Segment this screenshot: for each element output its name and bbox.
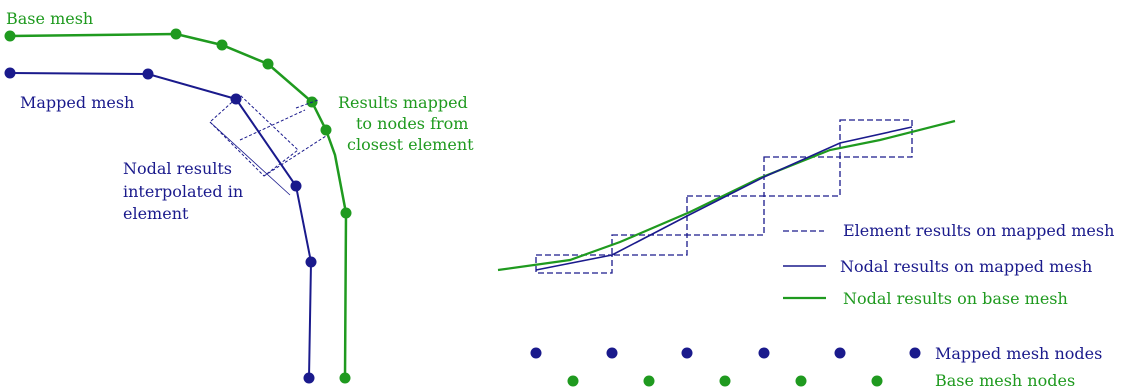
base-mesh-node <box>4 30 16 42</box>
results-mapped-label-line1: Results mapped <box>338 93 468 112</box>
mapped-mesh-node <box>303 372 315 384</box>
mapping-dashed-line <box>263 135 327 177</box>
mapped-node-dot <box>834 347 846 359</box>
nodal-mapped-curve <box>535 126 913 271</box>
base-mesh-node <box>170 28 182 40</box>
mapped-mesh-node <box>4 67 16 79</box>
mapped-mesh-node <box>305 256 317 268</box>
mapped-node-dot <box>606 347 618 359</box>
legend-element-results-label: Element results on mapped mesh <box>843 221 1114 240</box>
mapped-mesh-node <box>230 93 242 105</box>
nodal-interp-label-line3: element <box>123 204 189 223</box>
base-node-dot <box>567 375 579 387</box>
legend-nodal-mapped-label: Nodal results on mapped mesh <box>840 257 1092 276</box>
base-node-dot <box>871 375 883 387</box>
base-nodes-row <box>567 375 883 387</box>
base-mesh-node <box>339 372 351 384</box>
nodal-interp-label-line2: interpolated in <box>123 182 243 201</box>
mapped-mesh-curve-group <box>4 67 317 384</box>
legend-base-nodes-label: Base mesh nodes <box>935 371 1075 390</box>
mapped-node-dot <box>530 347 542 359</box>
legend: Element results on mapped mesh Nodal res… <box>783 221 1114 390</box>
base-mesh-node <box>262 58 274 70</box>
base-node-dot <box>719 375 731 387</box>
mapped-mesh-label: Mapped mesh <box>20 93 134 112</box>
mapped-mesh-curve <box>9 72 313 379</box>
element-result-box <box>535 254 613 274</box>
element-result-box <box>839 119 913 158</box>
mapped-node-dot <box>758 347 770 359</box>
base-mesh-node <box>216 39 228 51</box>
base-node-dot <box>795 375 807 387</box>
legend-mapped-nodes-label: Mapped mesh nodes <box>935 344 1102 363</box>
results-mapped-label-line2: to nodes from <box>356 114 468 133</box>
nodal-interp-label-line1: Nodal results <box>123 159 232 178</box>
element-result-box <box>686 195 765 236</box>
base-node-dot <box>643 375 655 387</box>
mapped-node-dot <box>681 347 693 359</box>
base-mesh-node <box>320 124 332 136</box>
legend-nodal-base-label: Nodal results on base mesh <box>843 289 1068 308</box>
legend-mapped-nodes-dot <box>909 347 921 359</box>
nodal-base-curve <box>497 119 956 272</box>
base-mesh-node <box>340 207 352 219</box>
mapping-dashed-line <box>239 109 306 141</box>
mapped-mesh-node <box>290 180 302 192</box>
results-mapped-label-line3: closest element <box>347 135 474 154</box>
mapping-dashed-line <box>295 99 319 109</box>
mapped-mesh-node <box>142 68 154 80</box>
mapping-dashed-line <box>209 121 291 196</box>
element-result-box <box>763 156 841 197</box>
mapped-nodes-row <box>530 347 846 359</box>
element-dashed-box <box>209 94 299 177</box>
element-result-box <box>611 234 688 256</box>
element-box-group <box>209 94 327 196</box>
base-mesh-label: Base mesh <box>6 9 93 28</box>
